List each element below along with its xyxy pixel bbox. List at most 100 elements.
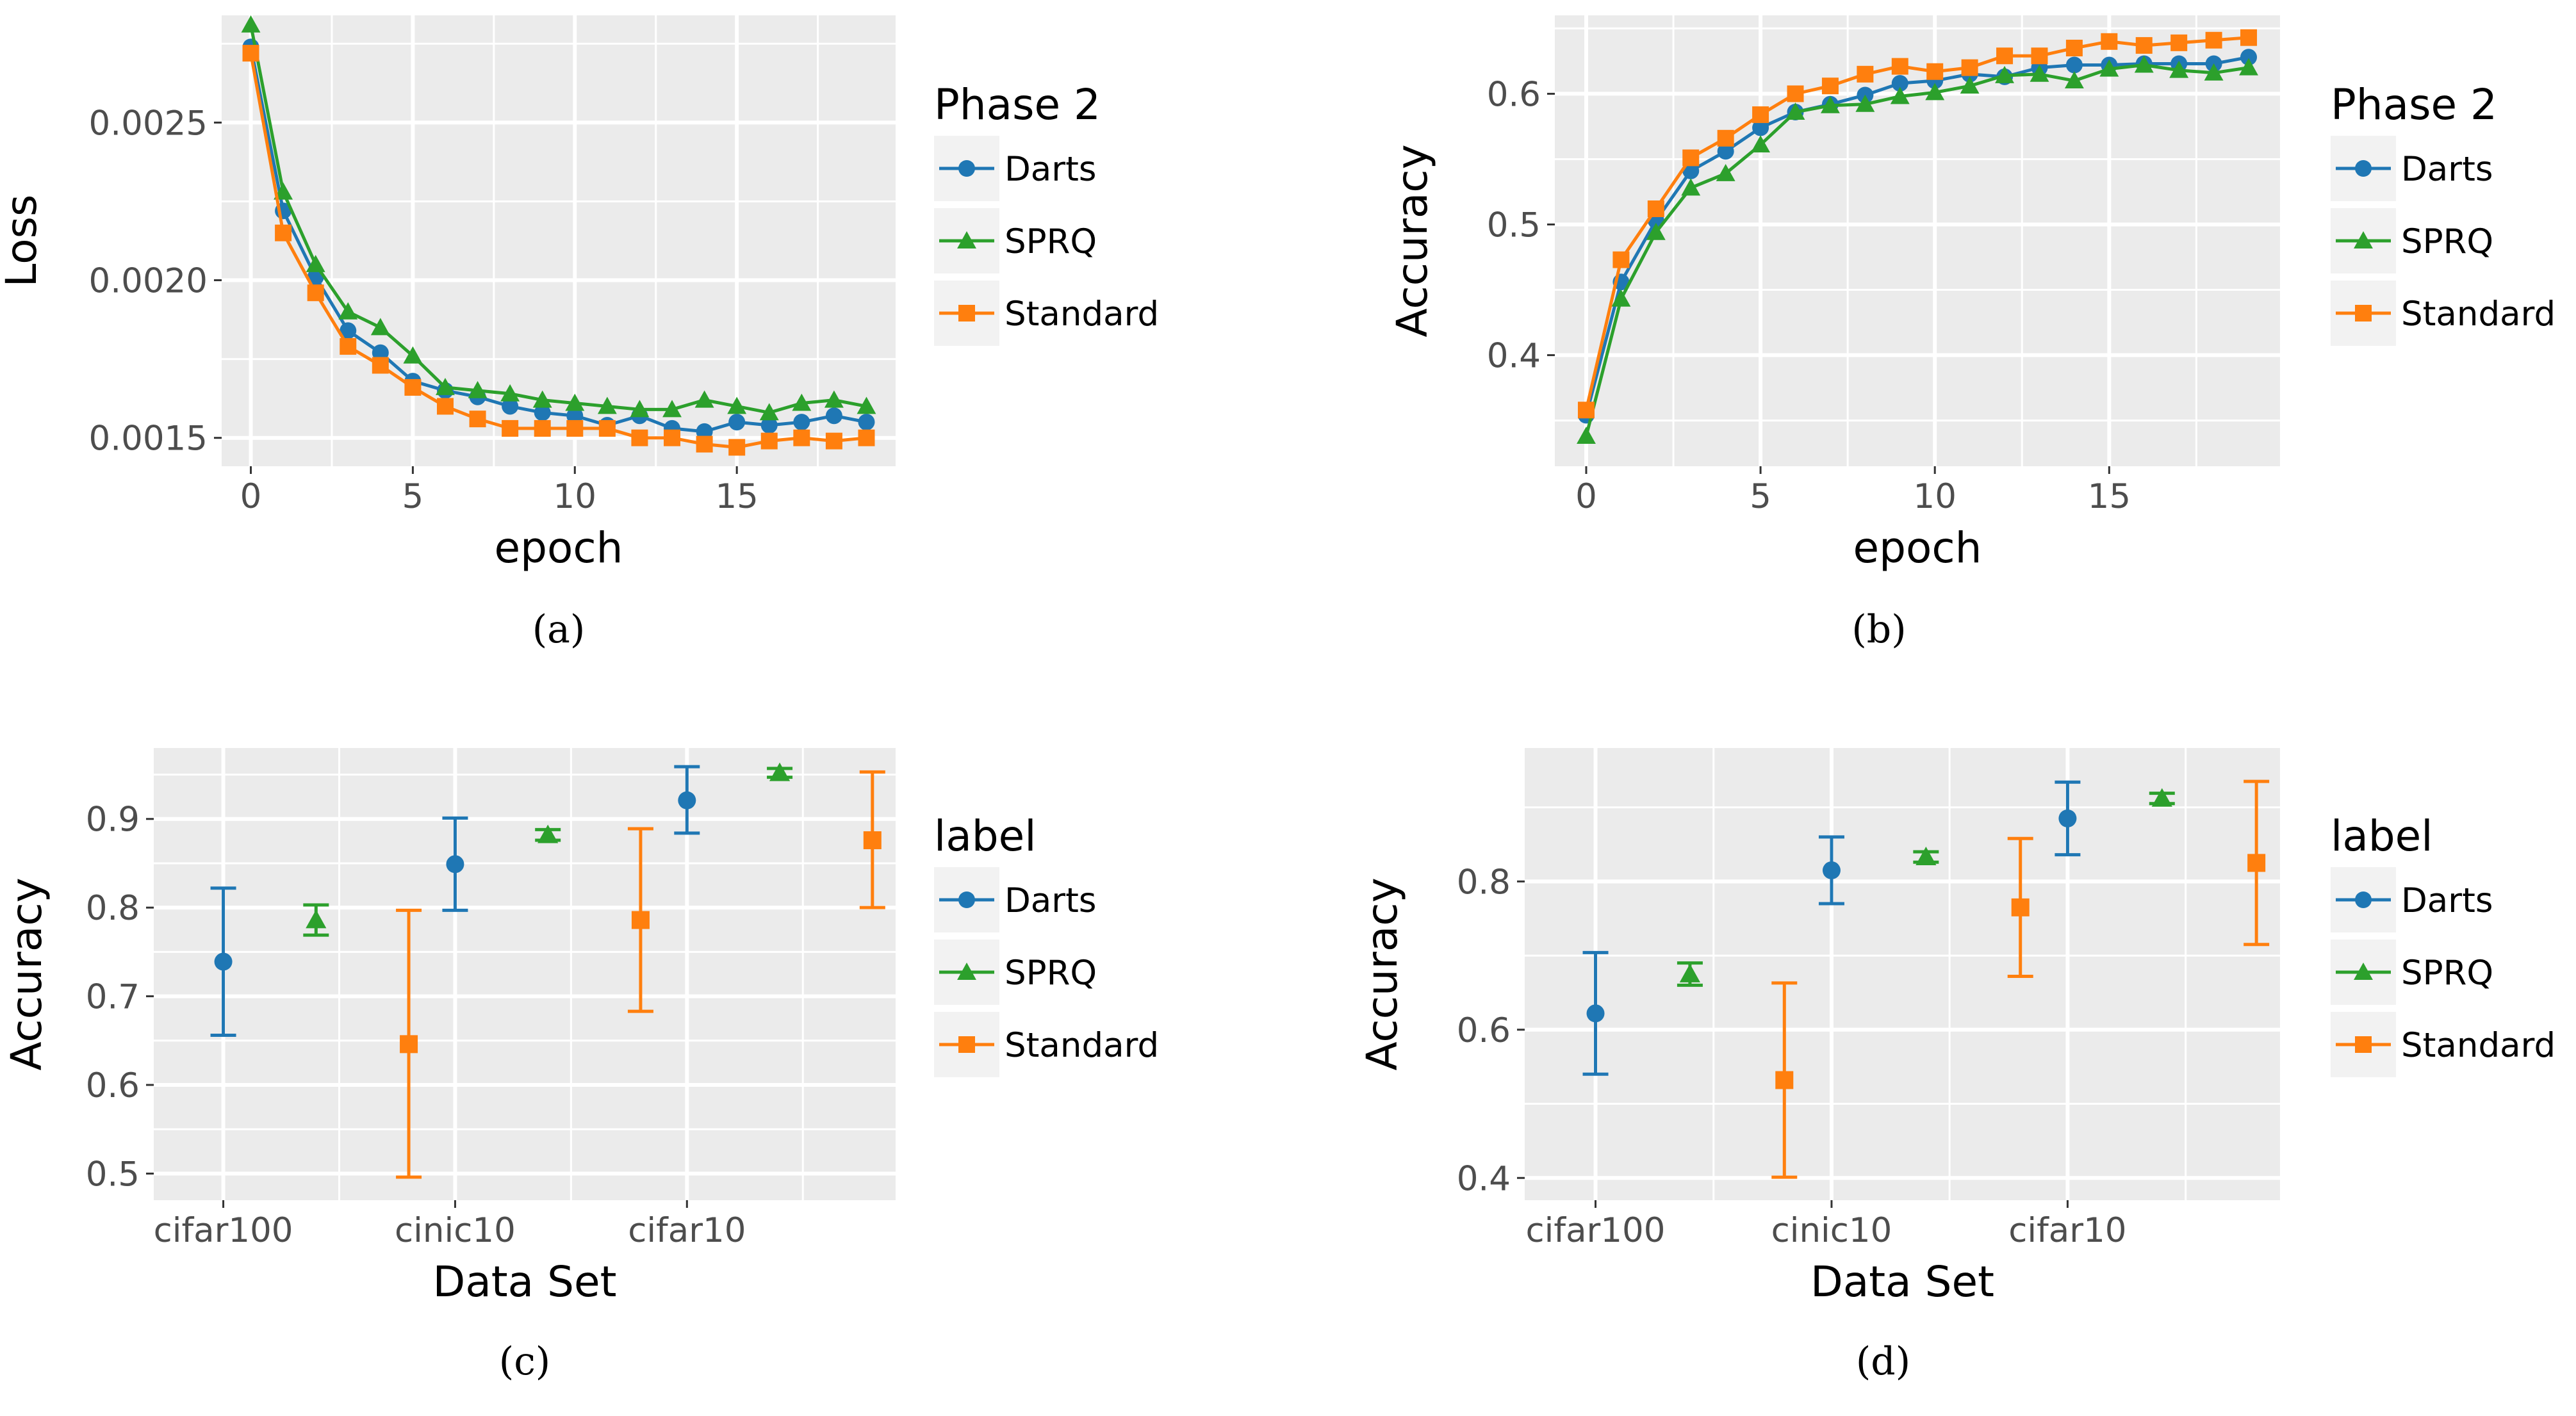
x-tick-label: cifar10 bbox=[628, 1211, 746, 1250]
mean-point-sprq bbox=[1679, 963, 1701, 982]
data-point-sprq bbox=[727, 396, 747, 414]
data-point-sprq bbox=[1855, 94, 1875, 112]
gridlines bbox=[154, 748, 896, 1200]
legend-title: Phase 2 bbox=[2331, 80, 2497, 129]
mean-point-darts bbox=[446, 855, 464, 874]
data-point-darts bbox=[2065, 56, 2083, 74]
data-point-sprq bbox=[759, 403, 779, 421]
data-point-sprq bbox=[824, 390, 844, 408]
data-point-standard bbox=[1682, 149, 1700, 167]
data-point-darts bbox=[1752, 119, 1769, 136]
data-point-standard bbox=[502, 419, 519, 437]
data-point-standard bbox=[1752, 106, 1769, 124]
legend-key-marker bbox=[958, 160, 975, 177]
data-point-standard bbox=[825, 432, 842, 450]
data-point-sprq bbox=[1925, 83, 1945, 101]
legend: Phase 2 Darts SPRQ Standard bbox=[934, 80, 1159, 346]
data-point-sprq bbox=[565, 393, 585, 411]
mean-point-darts bbox=[214, 952, 233, 971]
x-axis-title: Data Set bbox=[1810, 1257, 1994, 1306]
data-point-standard bbox=[598, 419, 616, 437]
data-point-darts bbox=[760, 417, 778, 434]
mean-point-sprq bbox=[537, 824, 559, 843]
legend-title: label bbox=[934, 811, 1037, 861]
data-point-sprq bbox=[1681, 178, 1701, 196]
data-layer bbox=[1582, 779, 2270, 1179]
data-point-sprq bbox=[694, 390, 714, 408]
data-point-standard bbox=[1717, 129, 1734, 147]
data-point-standard bbox=[1577, 402, 1595, 419]
y-tick-label: 0.6 bbox=[1457, 1011, 1511, 1050]
data-point-standard bbox=[1612, 251, 1630, 268]
legend-label: Standard bbox=[1005, 1026, 1159, 1065]
data-point-standard bbox=[858, 429, 875, 446]
data-point-standard bbox=[631, 429, 648, 446]
legend-title: Phase 2 bbox=[934, 80, 1101, 129]
mean-point-standard bbox=[1775, 1071, 1794, 1089]
legend-key-marker bbox=[2355, 160, 2372, 177]
plot-background bbox=[222, 15, 896, 466]
data-point-standard bbox=[2135, 37, 2153, 54]
panel-a: 0.0015 0.0020 0.0025 0 5 10 15 epoch Loss Phase 2… bbox=[0, 15, 1159, 652]
figure-caption: (a) bbox=[532, 607, 586, 652]
data-point-standard bbox=[664, 429, 681, 446]
x-tick-label: cifar100 bbox=[1526, 1211, 1666, 1250]
data-point-sprq bbox=[241, 15, 261, 33]
y-tick-label: 0.6 bbox=[86, 1066, 140, 1105]
data-point-sprq bbox=[857, 396, 876, 414]
data-point-sprq bbox=[1995, 65, 2015, 83]
mean-point-standard bbox=[631, 911, 650, 929]
data-point-darts bbox=[372, 344, 389, 361]
data-point-darts bbox=[534, 404, 551, 421]
legend-label: Darts bbox=[2401, 881, 2493, 920]
data-point-sprq bbox=[792, 393, 812, 411]
legend-key-marker bbox=[2354, 231, 2373, 248]
data-point-standard bbox=[760, 432, 778, 450]
data-point-darts bbox=[2240, 49, 2258, 66]
mean-point-sprq bbox=[1916, 847, 1937, 866]
data-point-sprq bbox=[1890, 86, 1910, 104]
gridlines bbox=[1525, 748, 2280, 1200]
x-tick-label: cifar100 bbox=[154, 1211, 293, 1250]
data-point-standard bbox=[2240, 29, 2258, 46]
data-point-sprq bbox=[306, 254, 325, 272]
legend-title: label bbox=[2331, 811, 2433, 861]
legend: label Darts SPRQ Standard bbox=[934, 811, 1159, 1077]
data-point-sprq bbox=[1820, 95, 1840, 113]
axes: 0.4 0.5 0.6 0 5 10 15 bbox=[1487, 75, 2131, 516]
data-point-darts bbox=[502, 398, 519, 415]
data-layer bbox=[210, 762, 885, 1179]
y-tick-label: 0.7 bbox=[86, 978, 140, 1017]
legend-key-marker bbox=[958, 305, 975, 321]
data-point-standard bbox=[307, 284, 324, 302]
data-point-darts bbox=[1891, 75, 1908, 92]
x-tick-label: 0 bbox=[1575, 477, 1597, 516]
data-point-sprq bbox=[500, 384, 520, 402]
panel-b: 0.4 0.5 0.6 0 5 10 15 epoch Accuracy Phase 2 Darts… bbox=[1388, 15, 2555, 652]
data-point-sprq bbox=[597, 396, 617, 414]
legend-key-marker bbox=[958, 891, 975, 908]
mean-point-sprq bbox=[2151, 788, 2172, 807]
legend-key-marker bbox=[2355, 305, 2372, 321]
data-point-sprq bbox=[532, 390, 552, 408]
x-tick-label: 15 bbox=[2088, 477, 2131, 516]
data-point-standard bbox=[1857, 65, 1874, 83]
data-point-sprq bbox=[2099, 59, 2119, 77]
data-point-darts bbox=[696, 423, 713, 440]
legend: label Darts SPRQ Standard bbox=[2331, 811, 2555, 1077]
series-line-sprq bbox=[1584, 63, 2249, 437]
data-point-sprq bbox=[468, 380, 488, 398]
plot-background bbox=[1525, 748, 2280, 1200]
data-point-sprq bbox=[1611, 289, 1631, 307]
legend-label: SPRQ bbox=[2401, 954, 2493, 993]
data-point-standard bbox=[372, 357, 389, 374]
data-point-standard bbox=[1891, 58, 1908, 75]
legend-key-marker bbox=[957, 963, 976, 980]
legend-label: Darts bbox=[1005, 881, 1096, 920]
data-point-standard bbox=[275, 224, 292, 241]
data-point-standard bbox=[340, 338, 357, 355]
data-point-sprq bbox=[630, 400, 650, 418]
axes: 0.4 0.6 0.8 cifar100 cinic10 cifar10 bbox=[1457, 863, 2127, 1250]
data-point-sprq bbox=[662, 400, 682, 418]
